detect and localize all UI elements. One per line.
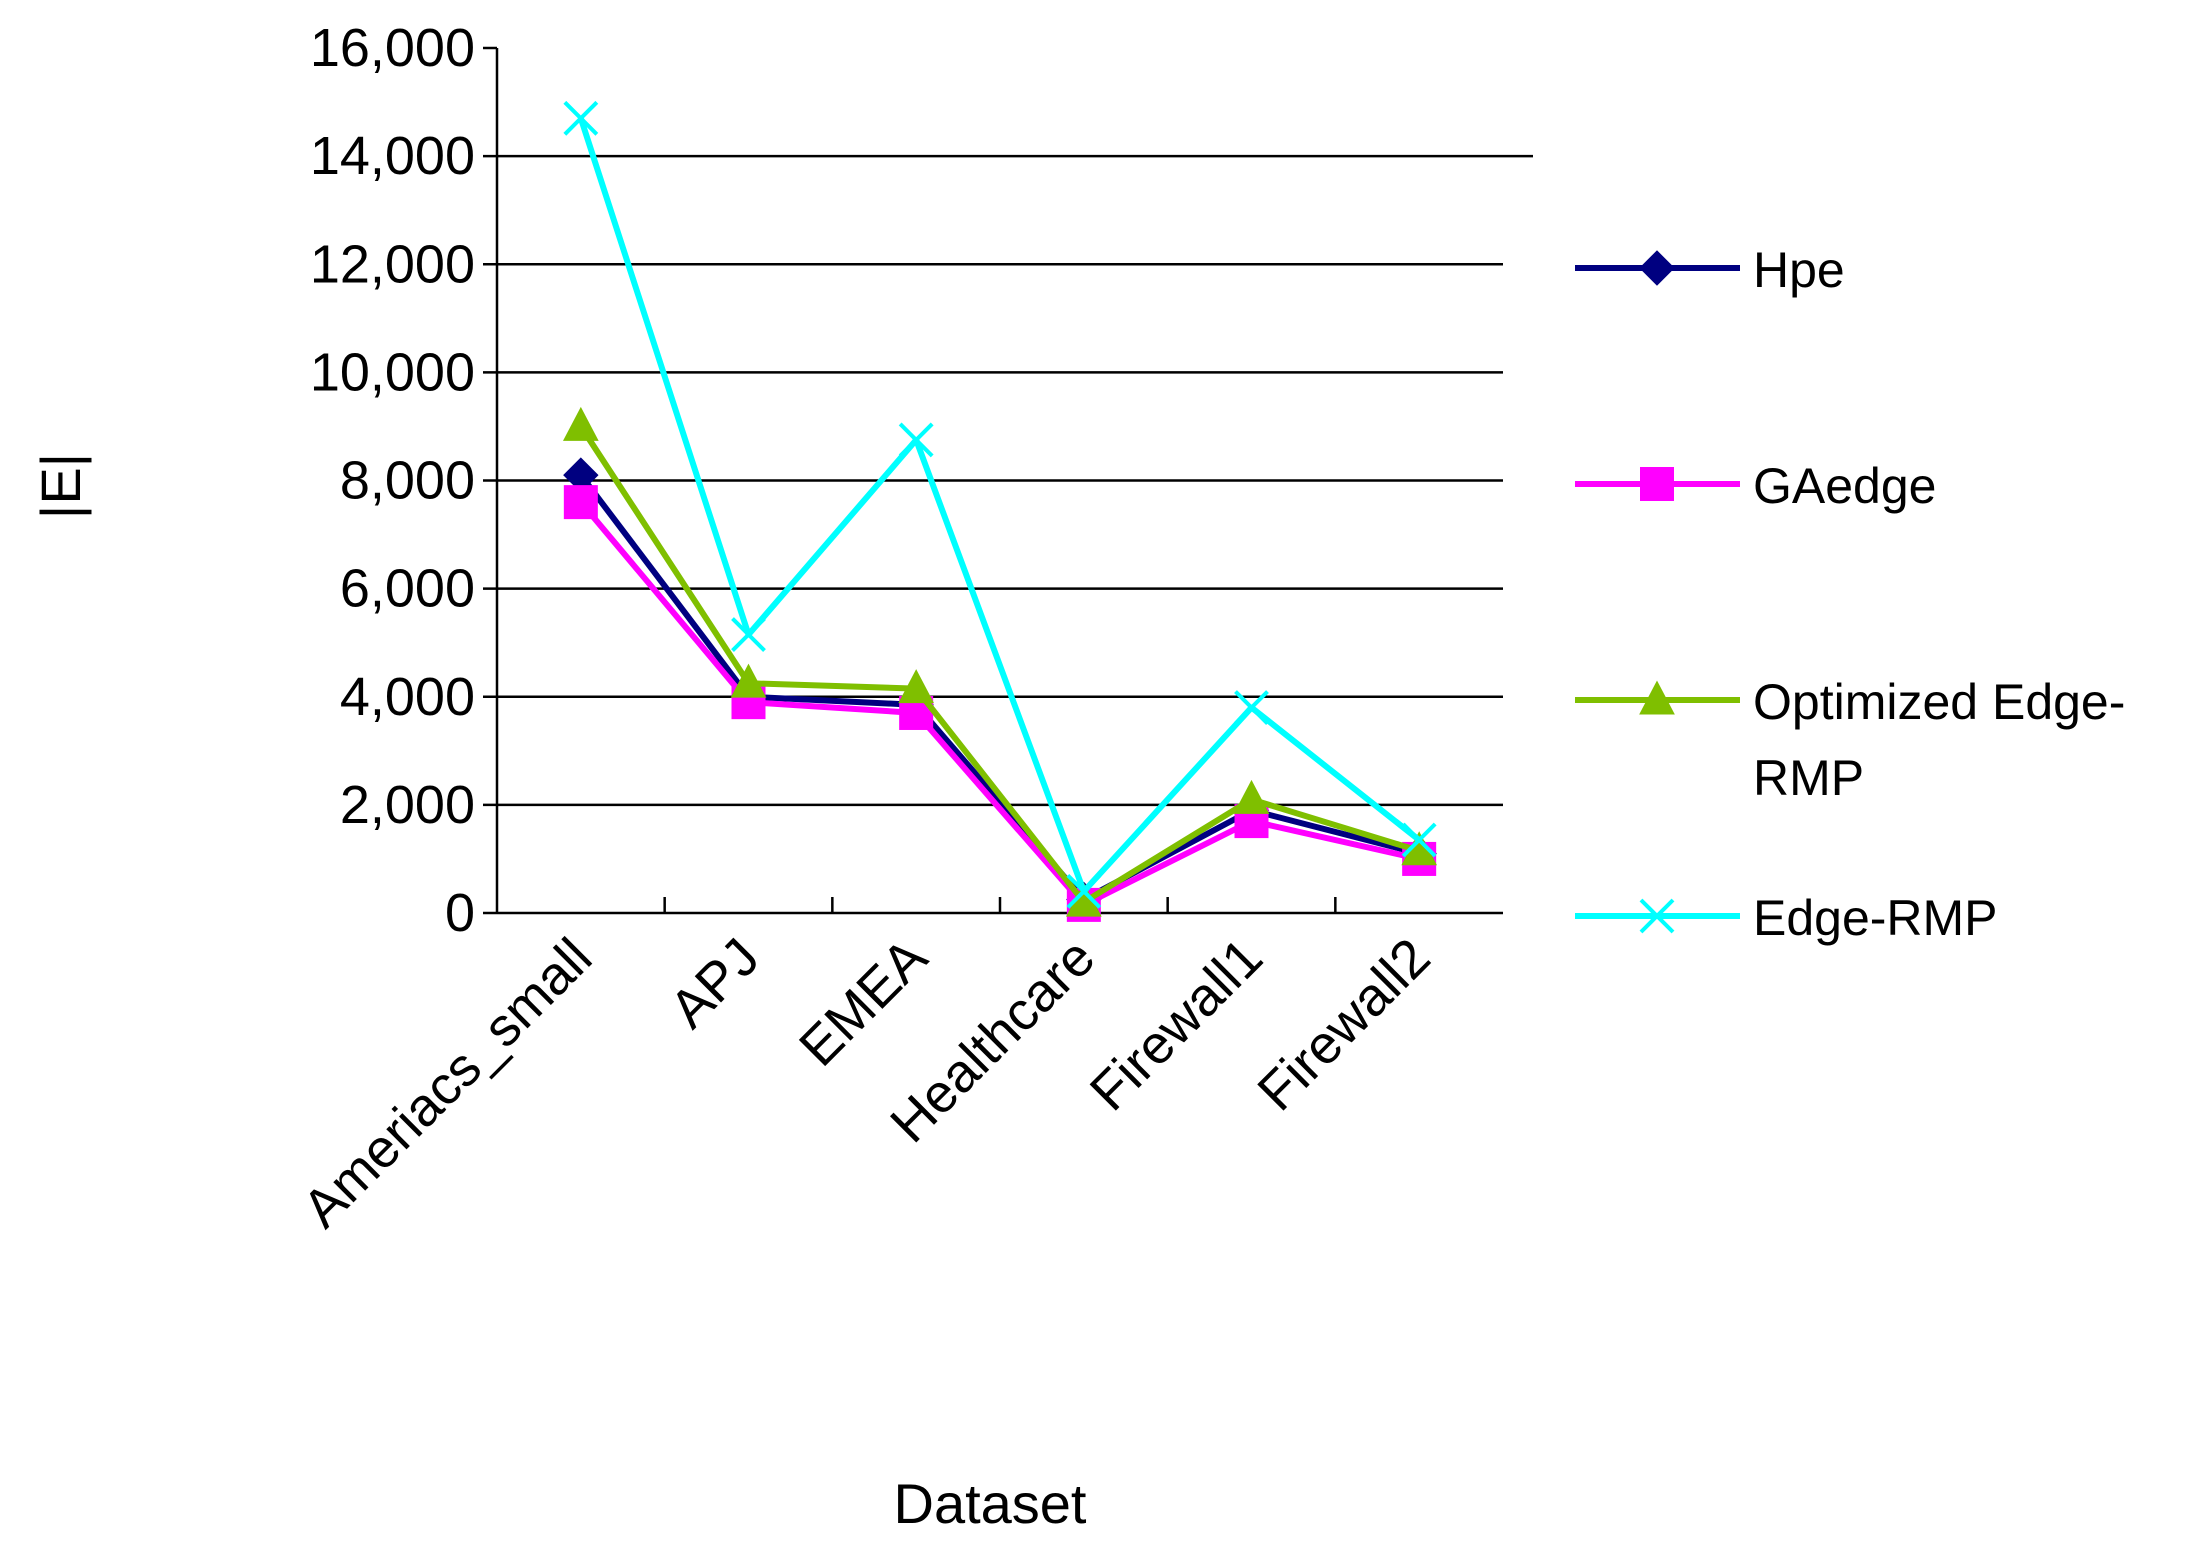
data-point: [1401, 831, 1438, 866]
data-point: [1065, 882, 1102, 917]
series-1: [563, 485, 1437, 922]
data-point: [1401, 822, 1437, 858]
legend-entry: Edge-RMP: [1575, 890, 1998, 946]
x-tick-label: Ameriacs_small: [291, 927, 603, 1239]
x-tick-label: Firewall2: [1246, 927, 1441, 1122]
x-axis-label: Dataset: [894, 1472, 1087, 1535]
x-tick-label: EMEA: [788, 927, 939, 1078]
y-tick-label: 10,000: [310, 342, 475, 402]
data-point: [563, 100, 599, 136]
y-tick-label: 4,000: [340, 667, 475, 727]
legend-label: Optimized Edge-RMP: [1753, 674, 2125, 806]
series-line: [577, 117, 1422, 895]
series-line: [578, 424, 1421, 906]
legend-entry: Optimized Edge-RMP: [1575, 674, 2125, 806]
triangle-icon: [1639, 680, 1675, 715]
data-point: [898, 422, 934, 458]
y-tick-label: 0: [445, 883, 475, 943]
series: [562, 100, 1438, 922]
data-point: [898, 669, 935, 704]
data-point: [562, 406, 599, 441]
legend-label: Edge-RMP: [1753, 890, 1998, 946]
y-tick-label: 6,000: [340, 559, 475, 619]
y-tick-label: 12,000: [310, 234, 475, 294]
series-0: [563, 457, 1437, 918]
x-tick-label: Firewall1: [1079, 927, 1274, 1122]
series-line: [578, 473, 1420, 903]
y-tick-label: 2,000: [340, 775, 475, 835]
legend-entry: Hpe: [1575, 242, 1845, 298]
legend-entry: GAedge: [1575, 458, 1936, 514]
data-point: [730, 663, 767, 698]
data-point: [1066, 873, 1102, 909]
y-axis-label: |E|: [29, 453, 92, 519]
y-tick-label: 8,000: [340, 451, 475, 511]
y-tick-label: 14,000: [310, 126, 475, 186]
data-point: [563, 485, 598, 520]
y-tick-label: 16,000: [310, 18, 475, 78]
diamond-icon: [1639, 250, 1675, 286]
legend-label: GAedge: [1753, 458, 1936, 514]
x-tick-label: APJ: [659, 927, 771, 1039]
data-point: [731, 617, 766, 652]
legend: Hpe GAedge Optimized Edge-RMP Edge-RMP: [1575, 242, 2125, 946]
data-point: [1234, 690, 1269, 725]
data-point: [1233, 779, 1270, 814]
x-icon: [1639, 898, 1675, 934]
square-icon: [1640, 467, 1674, 501]
axes: 0 2,000 4,000 6,000 8,000 10,000 12,000 14,000 1…: [291, 18, 1503, 1239]
series-line: [578, 500, 1420, 908]
series-3: [563, 100, 1437, 909]
series-2: [562, 406, 1438, 917]
legend-label: Hpe: [1753, 242, 1845, 298]
